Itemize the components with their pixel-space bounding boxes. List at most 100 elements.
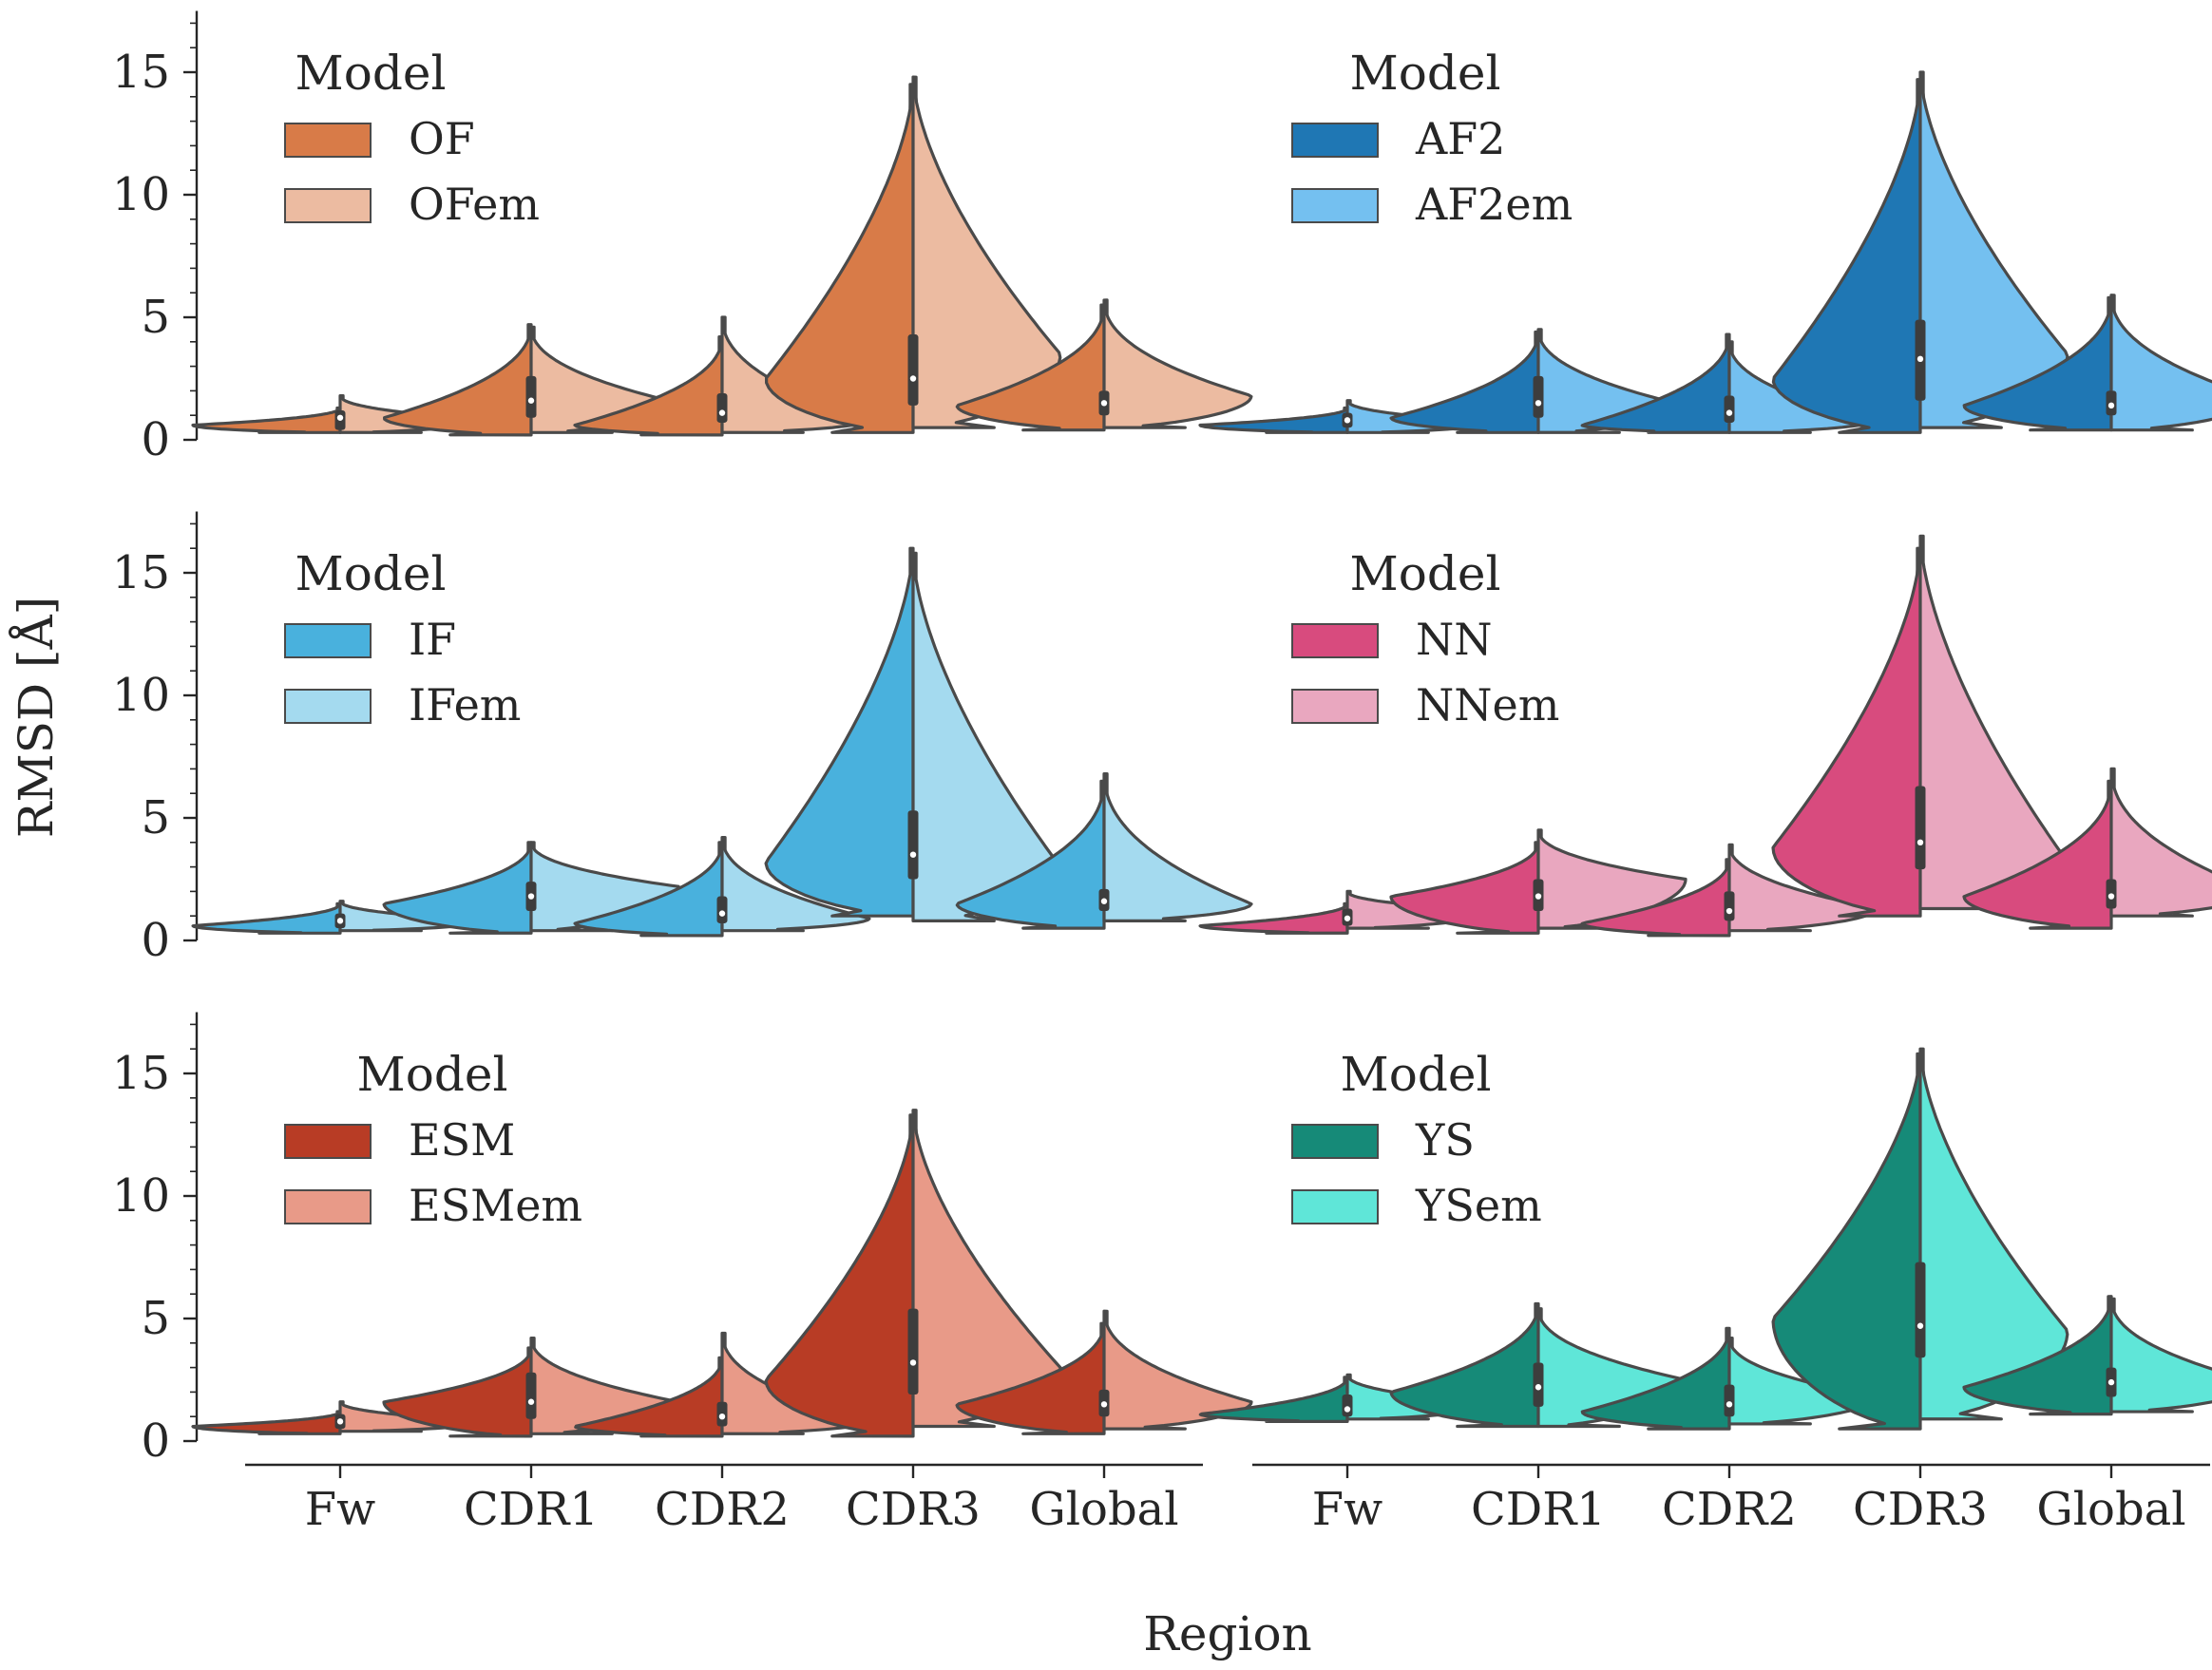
violin-OF-CDR2 — [573, 335, 724, 437]
violin-ESM-Fw — [191, 1410, 342, 1435]
median-CDR2 — [718, 1414, 726, 1420]
violin-IFem-Global — [1102, 771, 1253, 922]
median-Fw — [1344, 417, 1351, 424]
box-CDR1 — [1533, 375, 1544, 418]
median-CDR2 — [1726, 1401, 1733, 1408]
violin-YS-CDR3 — [1771, 1052, 1922, 1431]
median-CDR3 — [909, 851, 917, 858]
legend-swatch-OFem — [284, 188, 372, 223]
box-CDR2 — [716, 896, 728, 923]
violin-NN-CDR3 — [1771, 546, 1922, 918]
y-tick-label: 10 — [112, 1169, 170, 1223]
x-tick-label: CDR2 — [655, 1483, 790, 1536]
legend-label-YS: YS — [1415, 1114, 1475, 1166]
median-Global — [1100, 898, 1108, 904]
violin-ESM-CDR2 — [574, 1356, 724, 1438]
median-Global — [2107, 893, 2115, 900]
violin-ESM-CDR1 — [382, 1346, 533, 1438]
box-CDR3 — [907, 334, 919, 406]
y-tick-label: 0 — [141, 413, 170, 466]
y-axis-title: RMSD [Å] — [8, 597, 64, 838]
legend-title: Model — [357, 1047, 508, 1102]
legend-swatch-ESM — [284, 1124, 372, 1159]
median-CDR1 — [527, 397, 535, 404]
median-Fw — [336, 918, 344, 924]
violin-OF-Fw — [191, 406, 342, 434]
x-tick-label: CDR2 — [1662, 1483, 1797, 1536]
violin-NN-Global — [1962, 779, 2113, 930]
violin-YS-Global — [1962, 1295, 2113, 1416]
median-Fw — [336, 414, 344, 421]
panel-4: Model NN NNem — [1198, 534, 2212, 938]
legend-swatch-NNem — [1291, 689, 1379, 724]
median-Global — [1100, 400, 1108, 407]
legend-swatch-OF — [284, 123, 372, 158]
box-CDR2 — [716, 392, 728, 423]
median-CDR3 — [1916, 355, 1924, 363]
legend-label-YSem: YSem — [1415, 1180, 1542, 1231]
legend-label-ESMem: ESMem — [409, 1180, 582, 1231]
median-CDR1 — [527, 1398, 535, 1405]
legend-swatch-AF2 — [1291, 123, 1379, 158]
panel-5: 0 5 10 15 Fw CDR1 CDR2 CDR3 Global Model ESM ESMem — [112, 1012, 1253, 1536]
violin-OF-CDR1 — [383, 323, 533, 437]
legend-swatch-YSem — [1291, 1189, 1379, 1224]
violin-YS-Fw — [1198, 1376, 1349, 1423]
y-tick-label: 5 — [141, 791, 170, 844]
median-Fw — [1344, 915, 1351, 921]
median-CDR3 — [909, 375, 917, 382]
panel-3: 0 5 10 15 Model IF IFem — [112, 511, 1253, 967]
median-Global — [2107, 402, 2115, 409]
x-tick-label: CDR1 — [1471, 1483, 1606, 1536]
median-CDR1 — [527, 893, 535, 900]
median-CDR1 — [1535, 400, 1542, 407]
violin-AF2em-Global — [2109, 294, 2212, 432]
violin-OF-Global — [955, 303, 1106, 432]
x-tick-label: CDR3 — [846, 1483, 981, 1536]
median-CDR1 — [1535, 1384, 1542, 1391]
median-CDR2 — [718, 910, 726, 917]
violin-YS-CDR1 — [1389, 1301, 1540, 1429]
legend-title: Model — [1350, 46, 1501, 101]
legend-title: Model — [296, 546, 447, 601]
y-tick-label: 5 — [141, 1292, 170, 1345]
x-tick-label: Global — [1029, 1483, 1178, 1536]
violin-AF2-Fw — [1198, 406, 1349, 434]
legend-swatch-NN — [1291, 623, 1379, 658]
legend-label-NNem: NNem — [1416, 679, 1559, 731]
box-CDR1 — [525, 1372, 537, 1419]
y-tick-label: 5 — [141, 291, 170, 344]
median-Global — [1100, 1401, 1108, 1408]
x-tick-label: Fw — [1312, 1483, 1382, 1536]
violin-AF2-CDR3 — [1771, 78, 1922, 434]
violin-IF-Global — [955, 779, 1106, 930]
violin-AF2-Global — [1962, 295, 2113, 432]
legend-label-IF: IF — [409, 614, 456, 665]
legend-swatch-IF — [284, 623, 372, 658]
violin-AF2-CDR1 — [1389, 330, 1540, 434]
violin-IF-CDR2 — [573, 841, 724, 938]
box-CDR2 — [1724, 395, 1735, 423]
legend-swatch-YS — [1291, 1124, 1379, 1159]
x-tick-label: CDR3 — [1853, 1483, 1988, 1536]
legend-swatch-ESMem — [284, 1189, 372, 1224]
legend-label-AF2: AF2 — [1415, 113, 1505, 164]
box-CDR3 — [907, 810, 919, 880]
violin-YS-CDR2 — [1580, 1326, 1731, 1431]
y-tick-label: 15 — [112, 546, 170, 599]
legend-title: Model — [1350, 546, 1501, 601]
y-tick-label: 10 — [112, 669, 170, 722]
median-Fw — [1344, 1406, 1351, 1413]
legend-label-OFem: OFem — [409, 179, 540, 230]
panel-2: Model AF2 AF2em — [1198, 46, 2212, 434]
panel-6: Fw CDR1 CDR2 CDR3 Global Model YS YSem — [1198, 1047, 2212, 1536]
y-tick-label: 15 — [112, 46, 170, 99]
violin-ESM-Global — [955, 1321, 1106, 1435]
violin-NN-CDR2 — [1580, 858, 1731, 938]
median-CDR2 — [1726, 409, 1733, 416]
box-Fw — [1342, 1394, 1353, 1417]
legend-label-AF2em: AF2em — [1415, 179, 1573, 230]
panel-1: 0 5 10 15 Model OF OFem — [112, 10, 1253, 466]
legend-label-OF: OF — [409, 113, 475, 164]
median-CDR3 — [909, 1359, 917, 1366]
